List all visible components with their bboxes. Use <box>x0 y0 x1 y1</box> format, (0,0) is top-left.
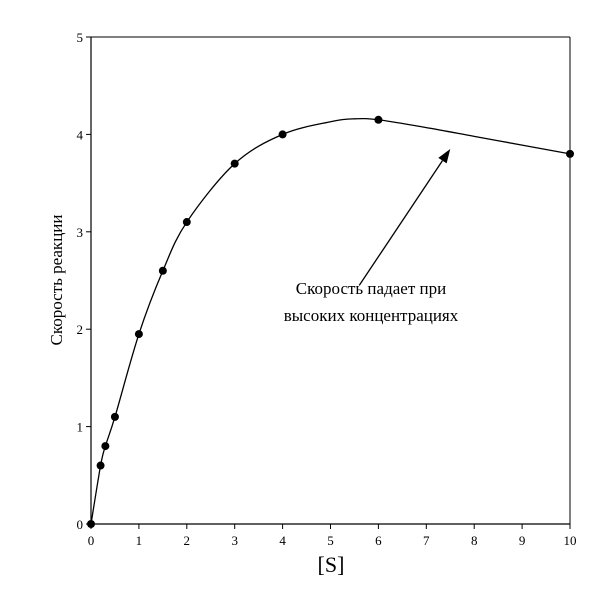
x-tick-label: 1 <box>136 533 143 548</box>
annotation-line-2: высоких концентрациях <box>284 306 459 325</box>
x-tick-label: 3 <box>231 533 238 548</box>
y-tick-label: 1 <box>77 420 84 435</box>
x-axis-label: [S] <box>318 552 345 577</box>
data-point <box>87 520 95 528</box>
annotation-arrow-line <box>358 160 444 286</box>
y-tick-label: 0 <box>77 517 84 532</box>
data-point <box>96 461 105 470</box>
axes: 0 1 2 3 4 5 6 7 8 9 10 0 1 2 3 4 5 <box>77 30 577 548</box>
y-tick-label: 5 <box>77 30 84 45</box>
data-point <box>374 115 383 124</box>
x-tick-label: 10 <box>564 533 577 548</box>
annotation: Скорость падает при высоких концентрация… <box>284 149 459 325</box>
data-point <box>566 149 574 158</box>
y-axis-label: Скорость реакции <box>47 215 66 346</box>
y-tick-label: 3 <box>77 225 84 240</box>
y-tick-label: 4 <box>77 127 84 142</box>
x-tick-label: 2 <box>184 533 191 548</box>
marks <box>87 115 574 528</box>
x-tick-label: 0 <box>88 533 95 548</box>
data-point <box>110 412 119 421</box>
data-point <box>101 442 110 451</box>
x-tick-label: 4 <box>279 533 286 548</box>
series-line <box>90 117 571 525</box>
annotation-line-1: Скорость падает при <box>296 279 446 298</box>
data-point <box>134 330 143 339</box>
x-tick-label: 8 <box>471 533 478 548</box>
y-tick-label: 2 <box>77 322 84 337</box>
annotation-arrow-head <box>438 149 451 164</box>
data-point <box>182 218 191 227</box>
x-tick-label: 9 <box>519 533 526 548</box>
data-point <box>278 130 287 139</box>
x-tick-label: 6 <box>375 533 382 548</box>
data-point <box>158 266 167 275</box>
data-point <box>230 159 239 168</box>
x-tick-label: 7 <box>423 533 430 548</box>
x-tick-label: 5 <box>327 533 334 548</box>
